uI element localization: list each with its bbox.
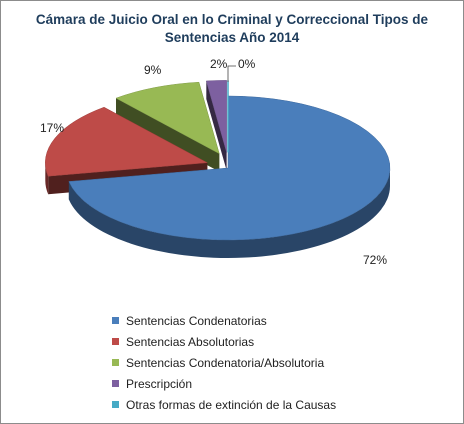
legend-swatch	[112, 401, 119, 408]
data-label: 0%	[238, 57, 256, 71]
legend-item: Sentencias Condenatoria/Absolutoria	[112, 352, 442, 373]
pie-slice-0	[68, 95, 391, 241]
legend-label: Sentencias Condenatoria/Absolutoria	[126, 355, 325, 370]
legend-swatch	[112, 380, 119, 387]
legend-item: Otras formas de extinción de la Causas	[112, 394, 442, 415]
pie-slice-1	[45, 106, 209, 177]
legend-item: Sentencias Absolutorias	[112, 331, 442, 352]
data-label: 9%	[144, 63, 162, 77]
legend-swatch	[112, 359, 119, 366]
legend-item: Prescripción	[112, 373, 442, 394]
pie-slice-3	[205, 80, 227, 153]
legend-label: Prescripción	[126, 376, 193, 391]
pie-slice-2	[115, 81, 220, 155]
data-label: 17%	[40, 121, 64, 135]
legend-label: Sentencias Condenatorias	[126, 313, 267, 328]
data-label: 2%	[210, 57, 228, 71]
legend-label: Sentencias Absolutorias	[126, 334, 255, 349]
chart-legend: Sentencias Condenatorias Sentencias Absol…	[112, 310, 442, 415]
chart-title: Cámara de Juicio Oral en lo Criminal y C…	[35, 12, 429, 45]
legend-item: Sentencias Condenatorias	[112, 310, 442, 331]
legend-swatch	[112, 338, 119, 345]
data-label: 72%	[363, 253, 387, 267]
legend-label: Otras formas de extinción de la Causas	[126, 397, 337, 412]
leader-line	[227, 65, 236, 82]
pie-slice-side	[206, 80, 227, 171]
legend-swatch	[112, 317, 119, 324]
